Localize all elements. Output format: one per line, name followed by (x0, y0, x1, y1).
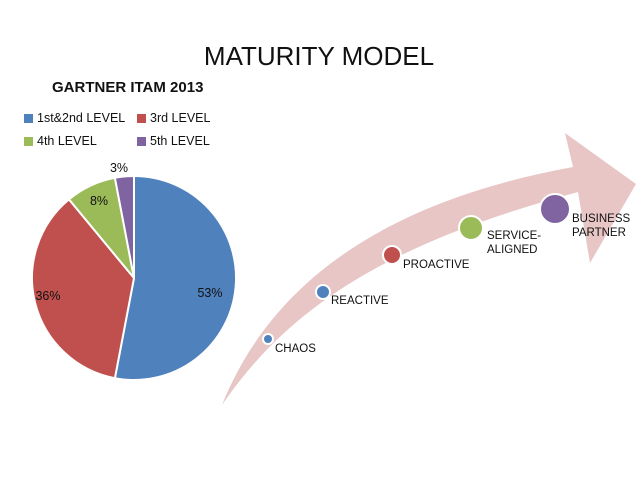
stage-marker (382, 245, 402, 265)
pie-slice (113, 174, 237, 381)
legend-item-4th: 4th LEVEL (24, 134, 97, 148)
legend-swatch-red (137, 113, 146, 123)
slide-title: MATURITY MODEL (203, 41, 435, 71)
maturity-arrow-shape (222, 133, 636, 405)
stage-label: SERVICE-ALIGNED (487, 230, 541, 256)
stage-label: CHAOS (275, 343, 316, 355)
legend-item-1st2nd: 1st&2nd LEVEL (24, 111, 125, 125)
chart-title: GARTNER ITAM 2013 (52, 79, 204, 96)
legend-item-5th: 5th LEVEL (137, 134, 210, 148)
pie-chart: 53% 36% 8% 3% (31, 161, 237, 381)
pie-slice (31, 198, 136, 380)
legend-item-3rd: 3rd LEVEL (137, 111, 210, 125)
pie-value-label: 53% (197, 286, 222, 300)
stage-marker (458, 215, 484, 241)
pie-value-label: 8% (90, 194, 108, 208)
legend-label: 1st&2nd LEVEL (37, 111, 126, 125)
stage-label: REACTIVE (331, 295, 389, 307)
stage-marker (315, 284, 331, 300)
legend-swatch-blue (24, 113, 33, 123)
stage-label: BUSINESS PARTNER (572, 213, 630, 239)
legend-label: 4th LEVEL (37, 134, 97, 148)
pie-value-label: 36% (35, 289, 60, 303)
maturity-arrow (222, 133, 636, 405)
stage-marker (539, 193, 571, 225)
legend-label: 5th LEVEL (150, 134, 210, 148)
stage-marker (262, 333, 274, 345)
legend-swatch-purple (137, 136, 146, 146)
legend-label: 3rd LEVEL (150, 111, 211, 125)
legend-swatch-green (24, 136, 33, 146)
pie-value-label: 3% (110, 161, 128, 175)
pie-slice (113, 174, 135, 279)
maturity-stages: CHAOS REACTIVE PROACTIVE SERVICE-ALIGNED BUS… (262, 193, 630, 355)
stage-label: PROACTIVE (403, 259, 470, 271)
